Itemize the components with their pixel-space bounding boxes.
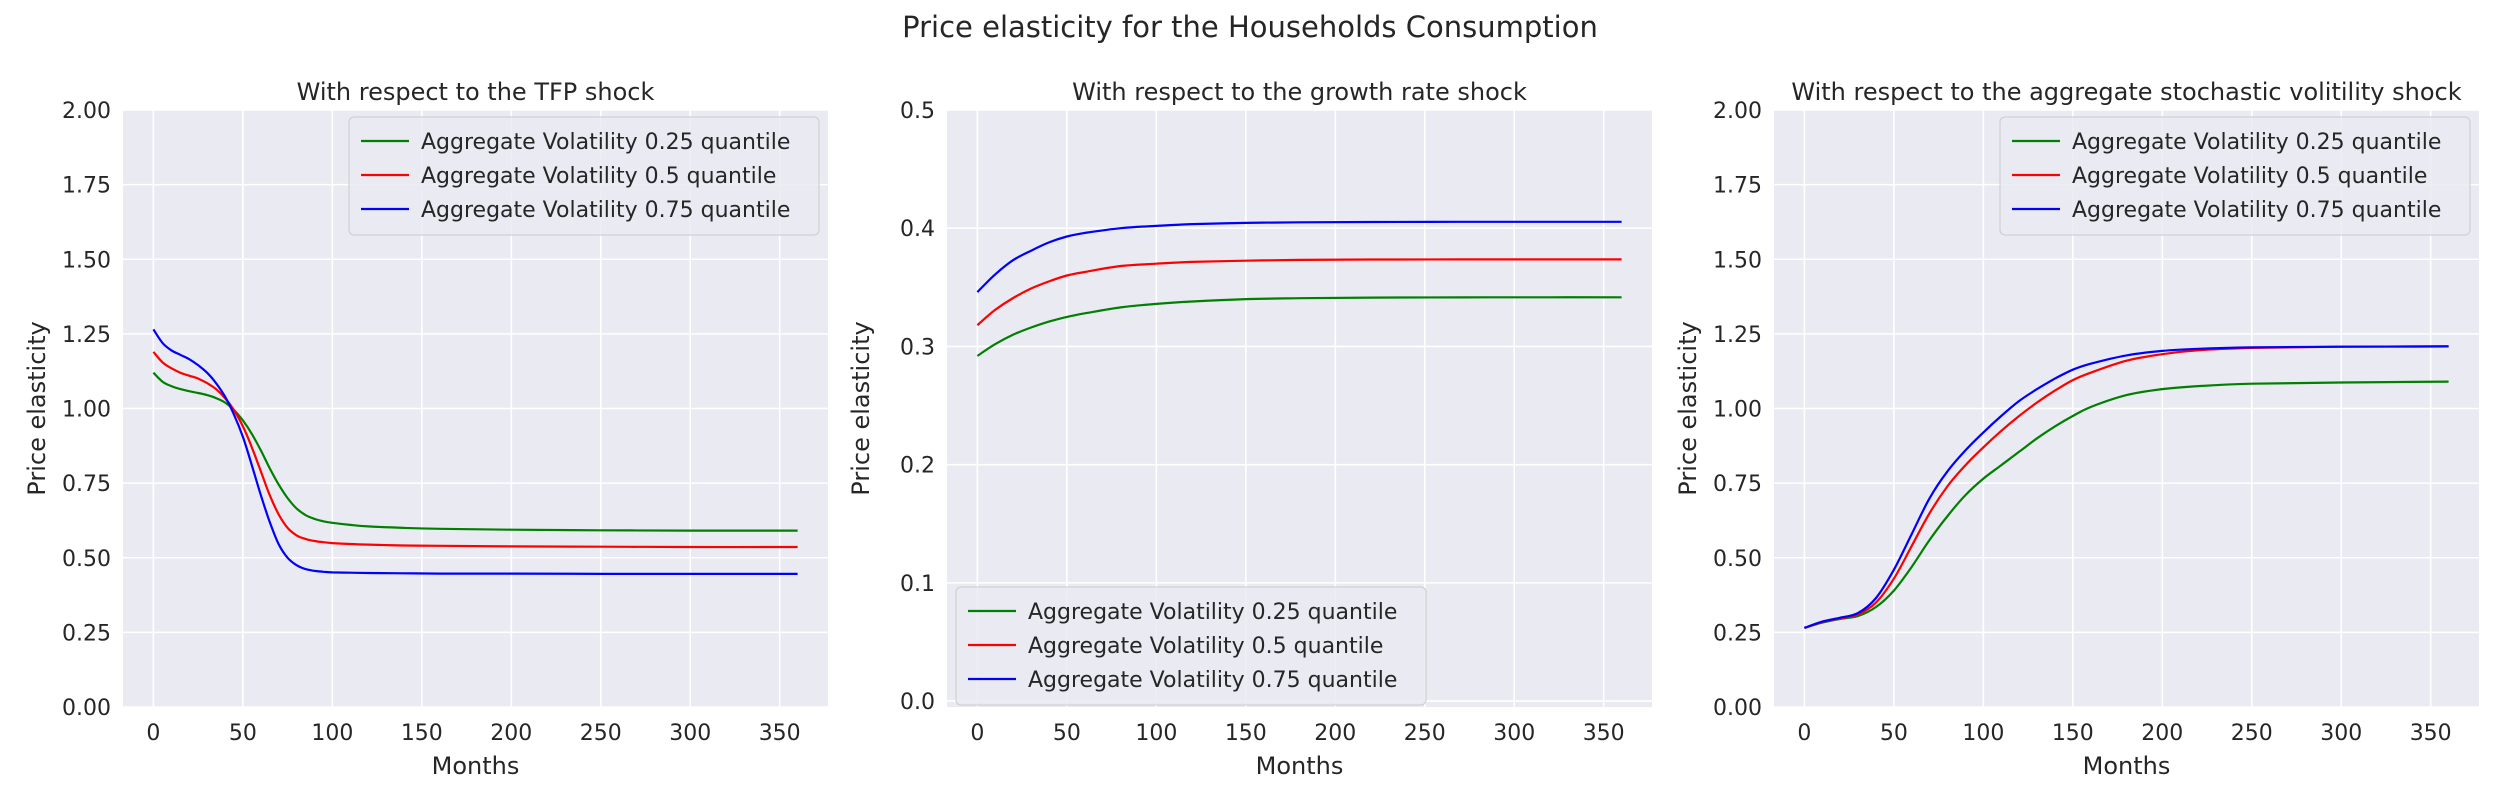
x-tick-label: 0 [146,721,160,746]
x-tick-label: 250 [1404,721,1446,746]
x-tick-label: 0 [970,721,984,746]
y-axis-label: Price elasticity [23,321,51,495]
y-tick-label: 0.4 [900,217,935,242]
x-tick-label: 350 [759,721,801,746]
y-tick-label: 1.00 [1713,398,1762,423]
y-tick-label: 0.50 [1713,547,1762,572]
x-axis-label: Months [432,752,520,780]
y-tick-label: 0.3 [900,335,935,360]
series-line-1 [152,371,798,532]
legend: Aggregate Volatility 0.25 quantile Aggreg… [1999,116,2471,236]
x-tick-label: 300 [2320,721,2362,746]
x-tick-label: 150 [401,721,443,746]
y-tick-label: 1.25 [1713,323,1762,348]
x-tick-label: 300 [669,721,711,746]
x-tick-label: 150 [2052,721,2094,746]
x-axis-label: Months [2083,752,2171,780]
y-tick-label: 1.50 [62,248,111,273]
y-tick-label: 0.00 [62,696,111,721]
x-tick-label: 200 [2141,721,2183,746]
x-tick-label: 250 [2231,721,2273,746]
legend: Aggregate Volatility 0.25 quantile Aggreg… [348,116,820,236]
series-line-3 [976,220,1622,293]
legend-entry: Aggregate Volatility 0.75 quantile [2072,198,2441,223]
y-tick-label: 1.75 [62,174,111,199]
chart-panel-2: 0 50 100 150 200 250 300 350 0.0 0.1 0.2 0.3 0.4 0.5 W… [847,78,1652,780]
x-tick-label: 200 [490,721,532,746]
figure-title: Price elasticity for the Households Cons… [902,10,1598,44]
y-tick-label: 0.0 [900,690,935,715]
y-tick-label: 0.75 [62,472,111,497]
legend-box [1999,116,2471,236]
x-tick-label: 350 [2410,721,2452,746]
x-tick-label: 50 [1880,721,1908,746]
chart-panel-3: 0 50 100 150 200 250 300 350 0.00 0.25 0.50 0.75 1.0… [1674,78,2479,780]
y-tick-label: 0.25 [62,621,111,646]
x-tick-label: 350 [1583,721,1625,746]
legend-entry: Aggregate Volatility 0.25 quantile [2072,130,2441,155]
legend-entry: Aggregate Volatility 0.75 quantile [421,198,790,223]
x-tick-label: 250 [580,721,622,746]
legend-box [955,586,1427,706]
x-axis-label: Months [1256,752,1344,780]
series-line-3 [1804,345,2449,629]
x-tick-label: 100 [1135,721,1177,746]
panel-title: With respect to the TFP shock [297,78,655,106]
series-line-2 [1804,345,2449,629]
legend-entry: Aggregate Volatility 0.5 quantile [421,164,776,189]
chart-panel-1: 0 50 100 150 200 250 300 350 0.00 0.25 0.50 0.75 1.0… [23,78,828,780]
x-tick-label: 100 [1962,721,2004,746]
x-tick-label: 0 [1797,721,1811,746]
panel-title: With respect to the growth rate shock [1072,78,1527,106]
y-tick-label: 0.00 [1713,696,1762,721]
x-tick-label: 200 [1314,721,1356,746]
y-tick-label: 0.5 [900,99,935,124]
series-line-2 [976,258,1622,327]
y-tick-label: 1.00 [62,398,111,423]
y-axis-label: Price elasticity [1674,321,1702,495]
y-tick-label: 0.1 [900,572,935,597]
y-tick-label: 0.50 [62,547,111,572]
panel-title: With respect to the aggregate stochastic… [1791,78,2461,106]
y-tick-label: 2.00 [62,99,111,124]
x-tick-label: 100 [311,721,353,746]
y-tick-label: 1.50 [1713,248,1762,273]
y-axis-label: Price elasticity [847,321,875,495]
legend-box [348,116,820,236]
legend-entry: Aggregate Volatility 0.5 quantile [1028,634,1383,659]
y-tick-label: 1.25 [62,323,111,348]
series-line-2 [152,351,798,549]
legend-entry: Aggregate Volatility 0.25 quantile [1028,600,1397,625]
legend-entry: Aggregate Volatility 0.5 quantile [2072,164,2427,189]
x-tick-label: 150 [1225,721,1267,746]
y-tick-label: 0.75 [1713,472,1762,497]
y-tick-label: 2.00 [1713,99,1762,124]
series-line-3 [152,328,798,576]
legend-entry: Aggregate Volatility 0.25 quantile [421,130,790,155]
y-tick-label: 0.25 [1713,621,1762,646]
legend-entry: Aggregate Volatility 0.75 quantile [1028,668,1397,693]
x-tick-label: 50 [229,721,257,746]
series-line-1 [1804,380,2449,629]
legend: Aggregate Volatility 0.25 quantile Aggreg… [955,586,1427,706]
x-tick-label: 50 [1053,721,1081,746]
x-tick-label: 300 [1493,721,1535,746]
series-line-1 [976,296,1622,357]
y-tick-label: 0.2 [900,454,935,479]
y-tick-label: 1.75 [1713,174,1762,199]
